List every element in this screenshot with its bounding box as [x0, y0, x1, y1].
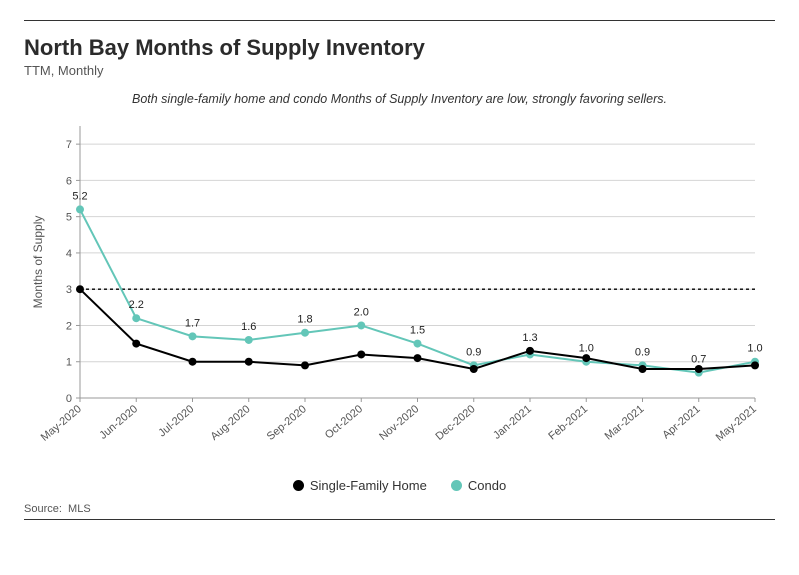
svg-text:1.8: 1.8: [297, 314, 312, 326]
bottom-rule: [24, 519, 775, 520]
svg-text:5: 5: [66, 212, 72, 224]
legend-swatch-condo: [451, 480, 462, 491]
svg-text:1.0: 1.0: [579, 343, 594, 355]
chart-subtitle: TTM, Monthly: [24, 63, 775, 78]
chart-caption: Both single-family home and condo Months…: [24, 92, 775, 106]
svg-text:1.5: 1.5: [410, 325, 425, 337]
svg-text:Dec-2020: Dec-2020: [433, 403, 477, 443]
svg-text:0.9: 0.9: [466, 346, 481, 358]
svg-text:Jan-2021: Jan-2021: [491, 403, 534, 442]
svg-text:1.0: 1.0: [747, 343, 762, 355]
source-label: Source:: [24, 503, 62, 515]
svg-text:May-2021: May-2021: [714, 403, 759, 444]
svg-text:Feb-2021: Feb-2021: [546, 403, 590, 442]
svg-text:2: 2: [66, 320, 72, 332]
top-rule: [24, 20, 775, 21]
line-chart-svg: 0 1 2 3 4 5 6 7 Months of Supply May-2020 Jun-2020…: [24, 116, 775, 476]
svg-text:2.0: 2.0: [354, 306, 369, 318]
legend-item-sfh: Single-Family Home: [293, 478, 427, 493]
svg-text:Sep-2020: Sep-2020: [265, 403, 309, 443]
svg-text:Nov-2020: Nov-2020: [377, 403, 421, 443]
legend-label-sfh: Single-Family Home: [310, 478, 427, 493]
legend: Single-Family Home Condo: [24, 478, 775, 493]
svg-text:7: 7: [66, 139, 72, 151]
svg-text:1.7: 1.7: [185, 317, 200, 329]
svg-text:1.6: 1.6: [241, 321, 256, 333]
svg-text:5.2: 5.2: [72, 190, 87, 202]
svg-text:1.3: 1.3: [522, 332, 537, 344]
chart-title: North Bay Months of Supply Inventory: [24, 35, 775, 61]
svg-text:1: 1: [66, 357, 72, 369]
svg-text:Jul-2020: Jul-2020: [156, 403, 196, 439]
source-line: Source: MLS: [24, 503, 775, 515]
svg-text:3: 3: [66, 284, 72, 296]
svg-text:Aug-2020: Aug-2020: [208, 403, 252, 443]
svg-text:6: 6: [66, 175, 72, 187]
legend-item-condo: Condo: [451, 478, 506, 493]
svg-text:4: 4: [66, 248, 72, 260]
svg-text:0.7: 0.7: [691, 354, 706, 366]
svg-text:2.2: 2.2: [129, 299, 144, 311]
svg-text:Apr-2021: Apr-2021: [660, 403, 702, 441]
chart-frame: North Bay Months of Supply Inventory TTM…: [0, 0, 799, 575]
svg-text:Mar-2021: Mar-2021: [603, 403, 647, 442]
legend-swatch-sfh: [293, 480, 304, 491]
legend-label-condo: Condo: [468, 478, 506, 493]
chart-area: 0 1 2 3 4 5 6 7 Months of Supply May-2020 Jun-2020…: [24, 116, 775, 476]
svg-text:0: 0: [66, 393, 72, 405]
svg-text:0.9: 0.9: [635, 346, 650, 358]
svg-text:Oct-2020: Oct-2020: [323, 403, 365, 441]
svg-text:Months of Supply: Months of Supply: [31, 216, 45, 309]
source-value: MLS: [68, 503, 91, 515]
svg-text:Jun-2020: Jun-2020: [97, 403, 140, 442]
svg-text:May-2020: May-2020: [39, 403, 84, 444]
